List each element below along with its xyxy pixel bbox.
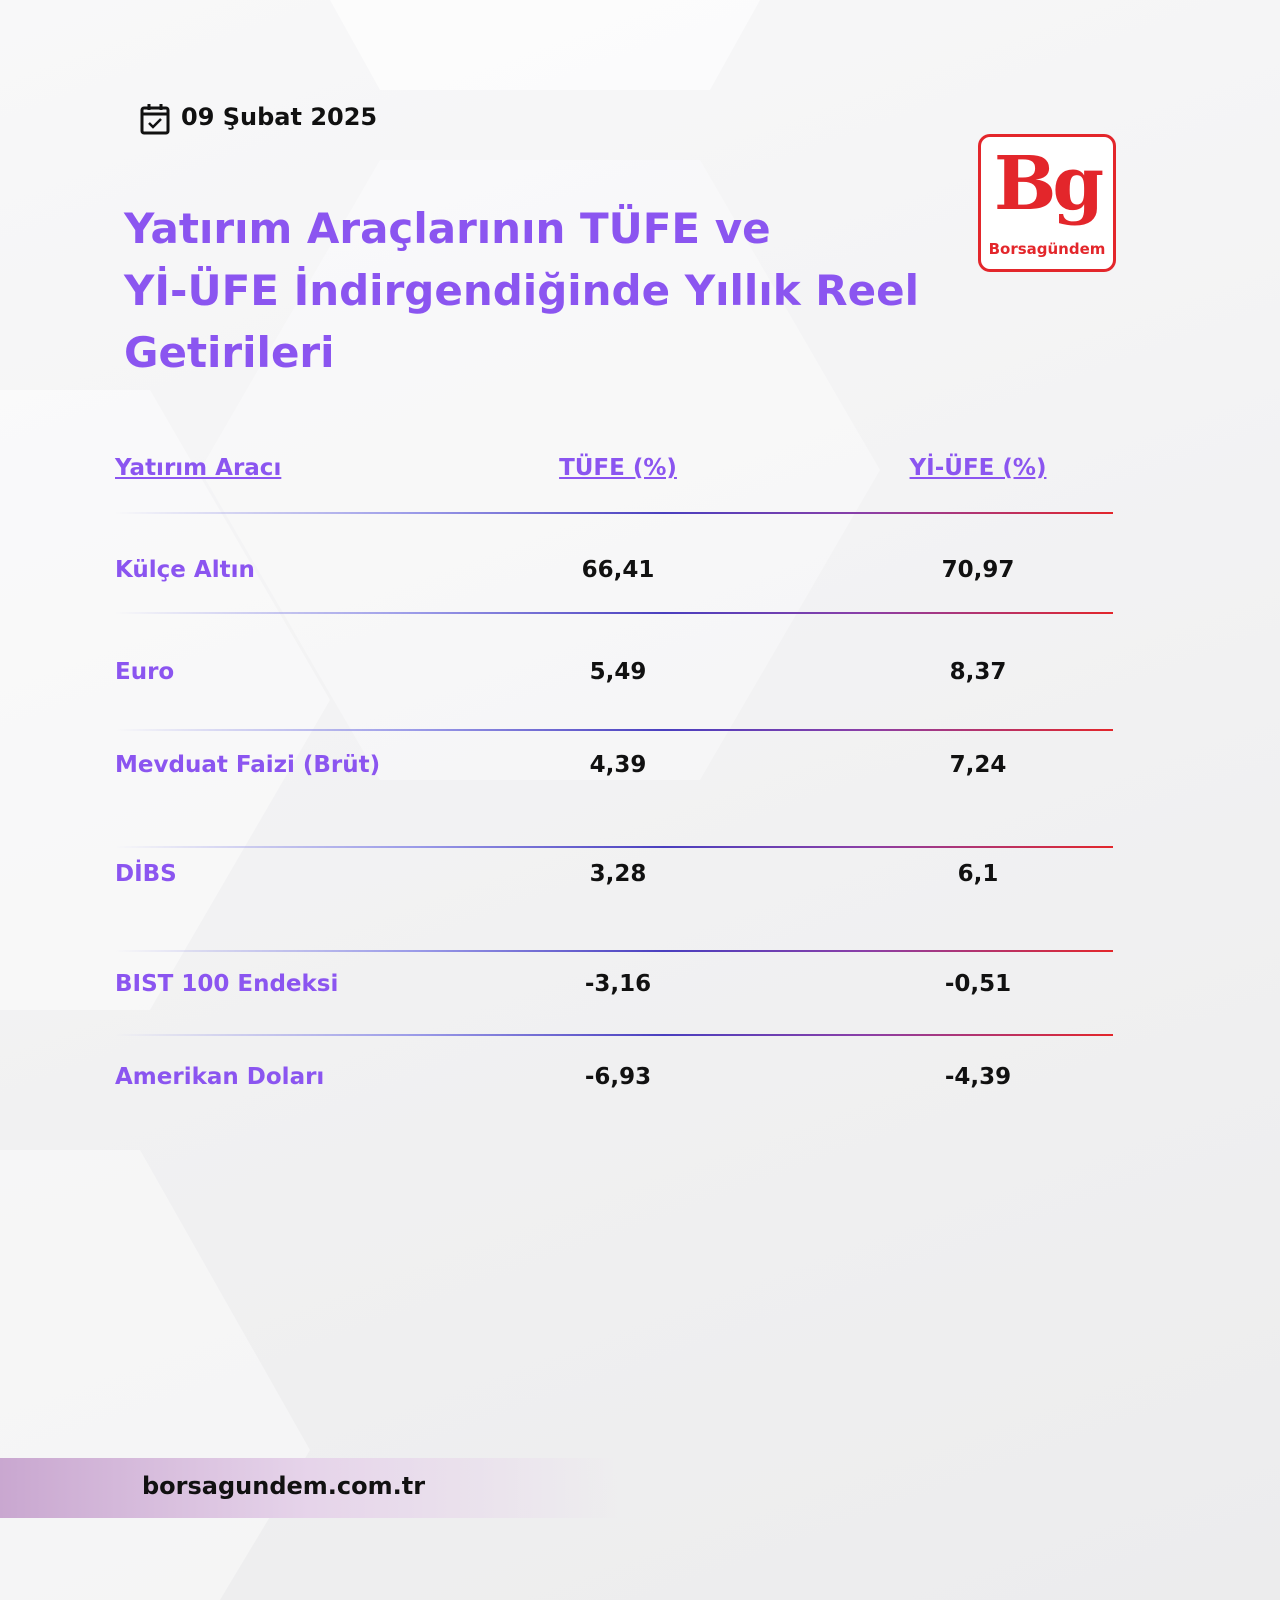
calendar-icon <box>140 104 170 135</box>
cell-value: 5,49 <box>589 659 647 685</box>
logo-name: Borsagündem <box>988 240 1106 258</box>
row-label: Mevduat Faizi (Brüt) <box>115 752 381 778</box>
row-divider <box>115 846 1113 848</box>
row-divider <box>115 729 1113 731</box>
row-label: Külçe Altın <box>115 557 255 583</box>
column-header: TÜFE (%) <box>559 455 677 481</box>
title-line: Yİ-ÜFE İndirgendiğinde Yıllık Reel <box>124 266 919 315</box>
column-header: Yİ-ÜFE (%) <box>909 455 1047 481</box>
hex-shape <box>0 390 330 1010</box>
cell-value: 70,97 <box>941 557 1015 583</box>
row-divider <box>115 950 1113 952</box>
row-label: BIST 100 Endeksi <box>115 971 339 997</box>
title: Yatırım Araçlarının TÜFE ve Yİ-ÜFE İndirg… <box>124 198 919 384</box>
row-divider <box>115 512 1113 514</box>
cell-value: -3,16 <box>584 971 652 997</box>
cell-value: 4,39 <box>589 752 647 778</box>
row-label: Amerikan Doları <box>115 1064 325 1090</box>
cell-value: 66,41 <box>581 557 655 583</box>
cell-value: 7,24 <box>949 752 1007 778</box>
cell-value: -0,51 <box>944 971 1012 997</box>
logo-mark: Bg <box>993 141 1104 227</box>
cell-value: 3,28 <box>589 861 647 887</box>
cell-value: 6,1 <box>957 861 999 887</box>
logo: Bg Borsagündem <box>978 134 1116 272</box>
footer-url: borsagundem.com.tr <box>142 1472 426 1500</box>
hex-shape <box>200 160 880 780</box>
column-header: Yatırım Aracı <box>115 455 282 481</box>
row-divider <box>115 1034 1113 1036</box>
row-label: Euro <box>115 659 175 685</box>
row-divider <box>115 612 1113 614</box>
date: 09 Şubat 2025 <box>181 103 378 131</box>
footer-band <box>0 1458 620 1518</box>
row-label: DİBS <box>115 861 177 887</box>
cell-value: -4,39 <box>944 1064 1012 1090</box>
cell-value: -6,93 <box>584 1064 652 1090</box>
title-line: Getirileri <box>124 328 335 377</box>
cell-value: 8,37 <box>949 659 1007 685</box>
hex-shape <box>0 1150 310 1600</box>
hex-shape <box>330 0 760 90</box>
title-line: Yatırım Araçlarının TÜFE ve <box>124 204 771 253</box>
